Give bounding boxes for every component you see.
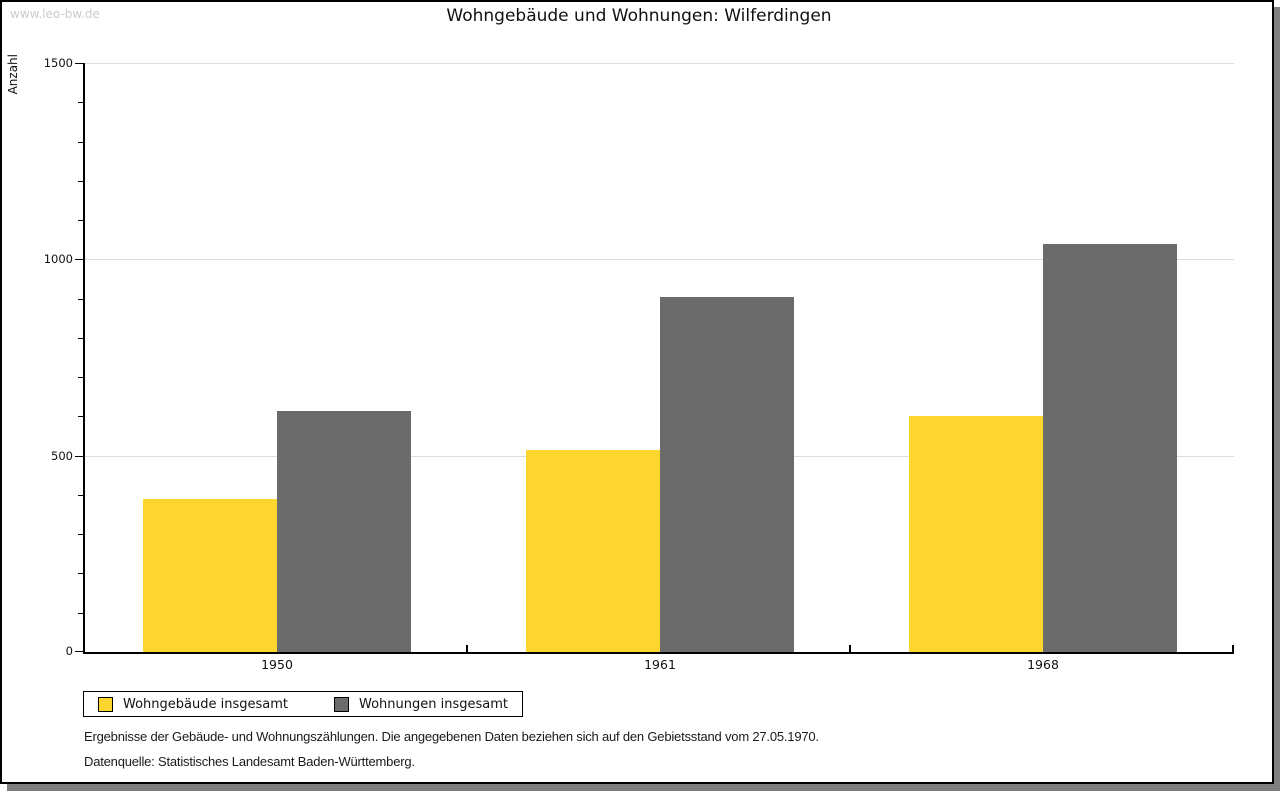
legend-item-1: Wohngebäude insgesamt <box>98 696 288 712</box>
legend-swatch-1 <box>98 696 113 712</box>
x-category-label-1950: 1950 <box>261 657 293 672</box>
y-minor-tick-400 <box>78 495 83 496</box>
bar-1961-series-1 <box>526 450 660 652</box>
bar-1968-series-2 <box>1043 244 1177 652</box>
y-axis-title: Anzahl <box>6 54 20 95</box>
y-major-tick-500 <box>75 456 83 457</box>
bar-1950-series-2 <box>277 411 411 652</box>
y-minor-tick-300 <box>78 534 83 535</box>
plot-area: 0 500 1000 1500 1950 1961 1968 <box>44 56 1234 672</box>
y-minor-tick-100 <box>78 613 83 614</box>
x-boundary-tick-3 <box>1232 645 1234 652</box>
gridline-1000 <box>85 259 1234 260</box>
x-category-label-1968: 1968 <box>1027 657 1059 672</box>
bar-1961-series-2 <box>660 297 794 652</box>
legend: Wohngebäude insgesamt Wohnungen insgesamt <box>83 691 523 717</box>
legend-label-2: Wohnungen insgesamt <box>359 696 508 712</box>
bar-1950-series-1 <box>143 499 277 652</box>
y-major-tick-1500 <box>75 63 83 64</box>
y-major-tick-1000 <box>75 259 83 260</box>
footer-note-data-source: Datenquelle: Statistisches Landesamt Bad… <box>84 754 415 769</box>
y-major-tick-0 <box>75 651 83 652</box>
legend-swatch-2 <box>334 696 349 712</box>
y-tick-label-1500: 1500 <box>43 56 73 70</box>
x-category-label-1961: 1961 <box>644 657 676 672</box>
y-minor-tick-1400 <box>78 102 83 103</box>
y-minor-tick-1300 <box>78 142 83 143</box>
y-minor-tick-1200 <box>78 181 83 182</box>
y-minor-tick-700 <box>78 377 83 378</box>
y-minor-tick-900 <box>78 299 83 300</box>
legend-item-2: Wohnungen insgesamt <box>334 696 508 712</box>
y-minor-tick-600 <box>78 416 83 417</box>
footer-note-source-period: Ergebnisse der Gebäude- und Wohnungszähl… <box>84 729 819 744</box>
x-boundary-tick-1 <box>466 645 468 652</box>
y-minor-tick-1100 <box>78 220 83 221</box>
y-tick-label-500: 500 <box>51 449 73 463</box>
bar-1968-series-1 <box>909 416 1043 652</box>
watermark: www.leo-bw.de <box>10 7 100 21</box>
legend-label-1: Wohngebäude insgesamt <box>123 696 288 712</box>
y-minor-tick-200 <box>78 573 83 574</box>
x-boundary-tick-2 <box>849 645 851 652</box>
y-minor-tick-800 <box>78 338 83 339</box>
y-tick-label-1000: 1000 <box>43 252 73 266</box>
y-tick-label-0: 0 <box>65 644 73 658</box>
chart-title: Wohngebäude und Wohnungen: Wilferdingen <box>446 6 832 26</box>
gridline-1500 <box>85 63 1234 64</box>
